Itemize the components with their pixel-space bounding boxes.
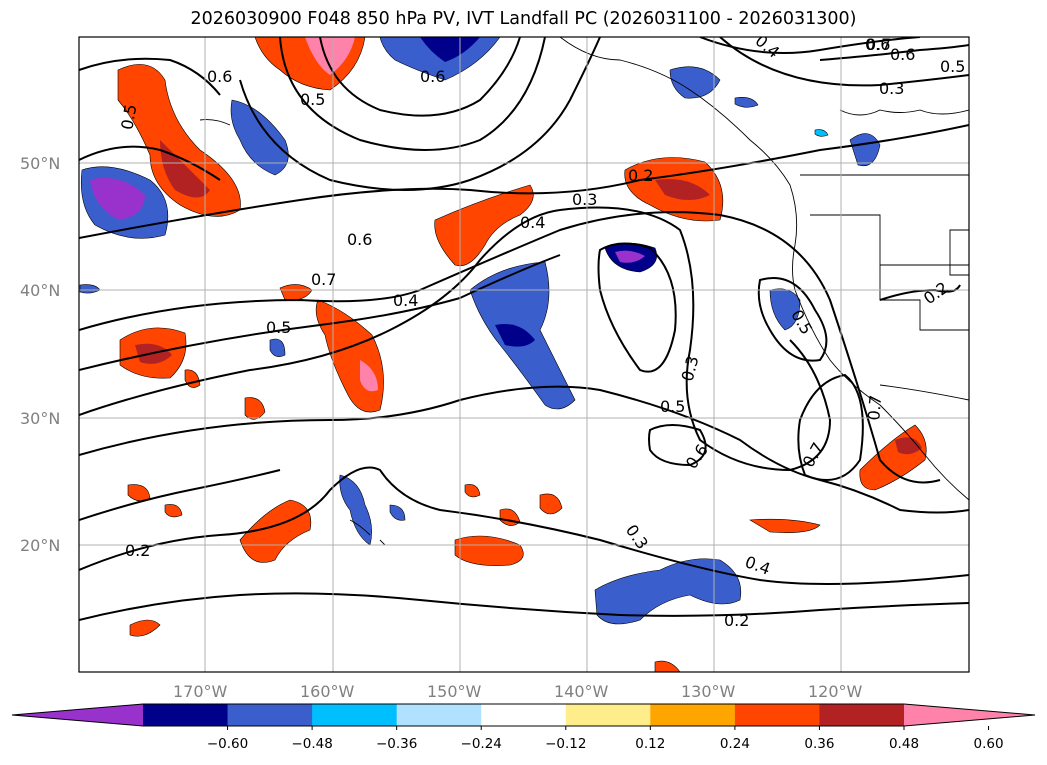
contour-label: 0.5 <box>117 103 140 131</box>
lon-label: 140°W <box>554 682 609 701</box>
contour-label: 0.3 <box>879 79 904 98</box>
lon-label: 170°W <box>173 682 228 701</box>
longitude-labels: 170°W 160°W 150°W 140°W 130°W 120°W <box>173 682 863 701</box>
colorbar-tick-label: −0.36 <box>376 736 417 752</box>
colorbar-swatch <box>819 704 905 726</box>
contour-label: 0.5 <box>300 90 325 109</box>
contour-label: 0.6 <box>207 67 232 86</box>
colorbar-outline <box>11 703 1036 727</box>
contour-label: 0.5 <box>266 318 291 337</box>
contour-label: 0.2 <box>724 611 749 630</box>
colorbar-swatch <box>565 704 651 726</box>
colorbar-swatch <box>396 704 482 726</box>
contour-label: 0.5 <box>940 57 965 76</box>
lat-label: 30°N <box>20 409 60 428</box>
colorbar-swatch <box>143 704 229 726</box>
colorbar-tick-label: 0.60 <box>974 736 1004 752</box>
contour-label: 0.6 <box>347 230 372 249</box>
map-frame <box>78 36 970 673</box>
contour-label: 0.4 <box>393 291 418 310</box>
colorbar-extend-max <box>904 704 1035 726</box>
colorbar-extend-min <box>12 704 143 726</box>
colorbar-tick-label: 0.12 <box>635 736 665 752</box>
colorbar-swatch <box>481 704 567 726</box>
lon-label: 150°W <box>427 682 482 701</box>
colorbar-swatch <box>734 704 820 726</box>
colorbar: −0.60 −0.48 −0.36 −0.24 −0.12 0.12 0.24 0.36 0.4… <box>11 703 1036 752</box>
colorbar-tick-label: −0.48 <box>291 736 332 752</box>
colorbar-swatch <box>312 704 398 726</box>
grid-lines <box>79 37 969 672</box>
contour-label: 0.7 <box>866 35 891 54</box>
contour-label: 0.6 <box>420 67 445 86</box>
contour-label: 0.5 <box>660 397 685 416</box>
colorbar-tick-label: −0.24 <box>461 736 502 752</box>
lon-label: 120°W <box>808 682 863 701</box>
lon-label: 160°W <box>300 682 355 701</box>
colorbar-swatch <box>650 704 736 726</box>
colorbar-tick-label: −0.12 <box>545 736 586 752</box>
colorbar-tick-label: −0.60 <box>207 736 248 752</box>
contour-label: 0.2 <box>125 541 150 560</box>
colorbar-tick-label: 0.36 <box>804 736 834 752</box>
contour-label: 0.6 <box>890 45 915 64</box>
contour-label: 0.7 <box>311 270 336 289</box>
pv-shading <box>79 37 927 672</box>
lon-label: 130°W <box>681 682 736 701</box>
map-plot-area: 0.6 0.5 0.6 0.7 0.5 0.6 0.5 0.7 0.5 0.4 … <box>79 35 969 672</box>
map-title: 2026030900 F048 850 hPa PV, IVT Landfall… <box>190 9 857 29</box>
colorbar-tick-label: 0.24 <box>720 736 750 752</box>
contour-label: 0.2 <box>628 166 653 185</box>
latitude-labels: 50°N 40°N 30°N 20°N <box>20 154 60 555</box>
colorbar-tick-label: 0.48 <box>889 736 919 752</box>
contour-label: 0.3 <box>572 190 597 209</box>
lat-label: 20°N <box>20 536 60 555</box>
lat-label: 40°N <box>20 281 60 300</box>
colorbar-swatch <box>227 704 313 726</box>
contour-label: 0.6 <box>865 35 890 54</box>
lat-label: 50°N <box>20 154 60 173</box>
contour-label: 0.7 <box>864 394 885 421</box>
contour-label: 0.4 <box>520 213 545 232</box>
